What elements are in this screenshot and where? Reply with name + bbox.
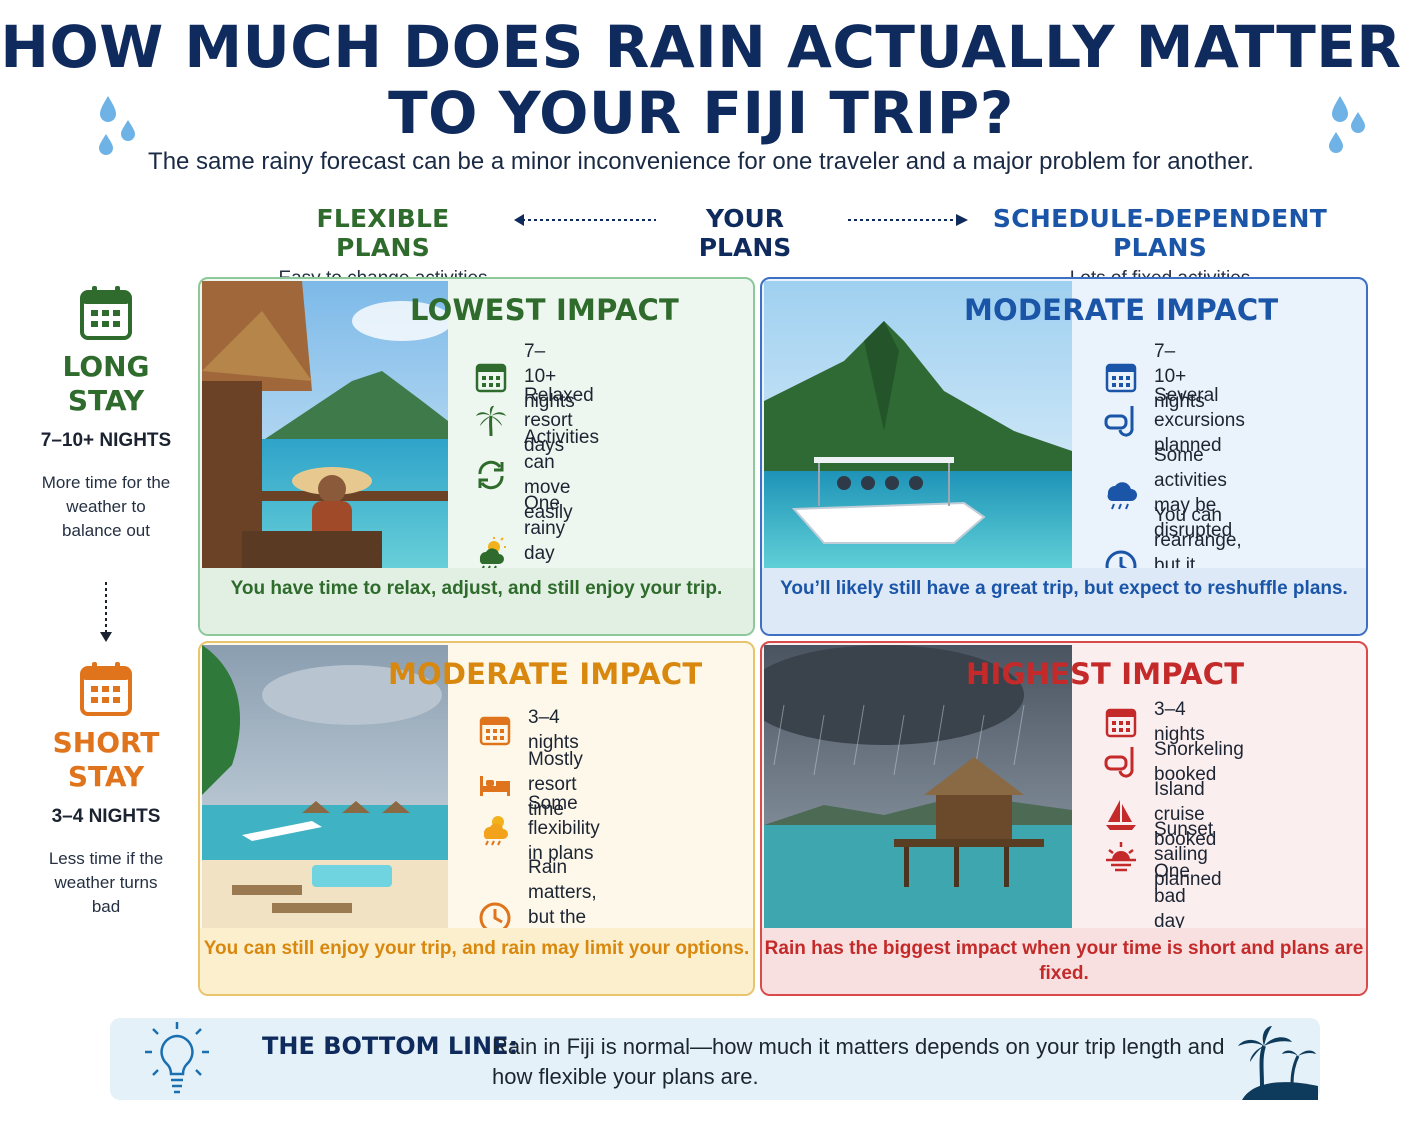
list-item-text: Some activities may be disrupted xyxy=(1154,445,1233,541)
list-item: 3–4 nights xyxy=(1104,697,1205,747)
list-item: Some activities may be disrupted xyxy=(1104,443,1232,543)
short-stay-title: SHORT STAY xyxy=(52,726,160,793)
sunset-icon xyxy=(1106,841,1136,871)
list-item: Sunset sailing planned xyxy=(1104,817,1222,892)
long-stay-nights: 7–10+ NIGHTS xyxy=(40,430,172,451)
list-item: 3–4 nights xyxy=(478,705,579,755)
panel-footer: You have time to relax, adjust, and stil… xyxy=(200,568,753,634)
list-item: Relaxed resort days xyxy=(474,383,594,458)
list-item: Snorkeling booked xyxy=(1104,737,1244,787)
list-item-text: Mostly resort time xyxy=(528,749,583,820)
list-item-text: Relaxed resort days xyxy=(524,385,594,456)
calendar-icon xyxy=(479,716,511,746)
bottom-line-label: THE BOTTOM LINE: xyxy=(262,1032,519,1060)
rain-cloud-icon xyxy=(1107,482,1137,510)
list-item: Island cruise booked xyxy=(1104,777,1216,852)
list-item-text: Some flexibility in plans xyxy=(528,793,600,864)
list-item: Several excursions planned xyxy=(1104,383,1245,458)
moderate-impact-short-panel: MODERATE IMPACT 3–4 nights Mostly resort… xyxy=(198,641,755,996)
page-title: HOW MUCH DOES RAIN ACTUALLY MATTER TO YO… xyxy=(0,13,1402,147)
long-stay-note: More time for the weather to balance out xyxy=(41,473,171,540)
calendar-icon xyxy=(80,662,132,716)
bed-icon xyxy=(480,775,510,796)
raindrops-icon xyxy=(99,96,135,155)
schedule-plans-label: SCHEDULE-DEPENDENT PLANS xyxy=(992,204,1328,262)
double-arrow-icon xyxy=(514,214,968,226)
list-item: Activities can move easily xyxy=(474,425,599,525)
panel-title: HIGHEST IMPACT xyxy=(966,657,1245,691)
short-stay-note: Less time if the weather turns bad xyxy=(48,849,164,916)
your-plans-axis: YOUR PLANS xyxy=(510,204,980,262)
snorkel-icon xyxy=(1104,405,1134,437)
lowest-impact-panel: LOWEST IMPACT 7–10+ nights Relaxed resor… xyxy=(198,277,755,636)
panel-footer: You can still enjoy your trip, and rain … xyxy=(200,928,753,994)
palm-island-icon xyxy=(1238,1026,1318,1100)
calendar-icon xyxy=(80,286,132,340)
moderate-impact-long-panel: MODERATE IMPACT 7–10+ nights Several exc… xyxy=(760,277,1368,636)
flexible-plans-label: FLEXIBLE PLANS xyxy=(316,204,450,262)
long-stay-title: LONG STAY xyxy=(62,350,150,417)
sun-rain-icon xyxy=(483,815,508,845)
panel-footer: You’ll likely still have a great trip, b… xyxy=(762,568,1366,634)
sun-rain-icon xyxy=(479,536,506,570)
page-subtitle: The same rainy forecast can be a minor i… xyxy=(148,148,1254,175)
down-arrow-icon xyxy=(100,582,112,642)
panel-title: LOWEST IMPACT xyxy=(410,293,680,327)
list-item: 7–10+ nights xyxy=(474,339,575,414)
list-item: 7–10+ nights xyxy=(1104,339,1205,414)
calendar-icon xyxy=(475,363,507,392)
long-stay-label: LONG STAY 7–10+ NIGHTS More time for the… xyxy=(40,284,172,543)
panel-footer: Rain has the biggest impact when your ti… xyxy=(762,928,1366,994)
panel-title: MODERATE IMPACT xyxy=(388,657,703,691)
bottom-line-text: Rain in Fiji is normal—how much it matte… xyxy=(492,1034,1225,1089)
resort-balcony-image xyxy=(202,281,448,568)
sailboat-icon xyxy=(1106,799,1136,830)
raindrops-icon xyxy=(1329,96,1365,153)
short-stay-label: SHORT STAY 3–4 NIGHTS Less time if the w… xyxy=(40,660,172,919)
snorkel-icon xyxy=(1104,747,1134,778)
list-item-text: Island cruise booked xyxy=(1154,779,1217,850)
calendar-icon xyxy=(1105,708,1137,738)
panel-title: MODERATE IMPACT xyxy=(964,293,1279,327)
short-stay-nights: 3–4 NIGHTS xyxy=(51,806,161,827)
excursion-boat-image xyxy=(764,281,1072,568)
list-item-text: Activities can move easily xyxy=(524,427,599,523)
your-plans-label: YOUR PLANS xyxy=(698,204,792,262)
list-item: Some flexibility in plans xyxy=(478,791,600,866)
calendar-icon xyxy=(1105,363,1137,392)
list-item-text: Snorkeling booked xyxy=(1154,739,1244,785)
list-item-text: 7–10+ nights xyxy=(524,341,575,412)
list-item-text: Several excursions planned xyxy=(1154,385,1245,456)
stormy-bungalow-image xyxy=(764,645,1072,928)
list-item-text: 3–4 nights xyxy=(1154,699,1205,745)
beach-bungalows-image xyxy=(202,645,448,928)
highest-impact-panel: HIGHEST IMPACT 3–4 nights Snorkeling boo… xyxy=(760,641,1368,996)
palm-tree-icon xyxy=(476,405,506,436)
refresh-icon xyxy=(478,460,504,490)
list-item-text: 7–10+ nights xyxy=(1154,341,1205,412)
list-item-text: Sunset sailing planned xyxy=(1154,819,1222,890)
bottom-line-banner: THE BOTTOM LINE: Rain in Fiji is normal—… xyxy=(110,1018,1320,1100)
list-item-text: 3–4 nights xyxy=(528,707,579,753)
lightbulb-icon xyxy=(145,1022,209,1094)
list-item: Mostly resort time xyxy=(478,747,583,822)
